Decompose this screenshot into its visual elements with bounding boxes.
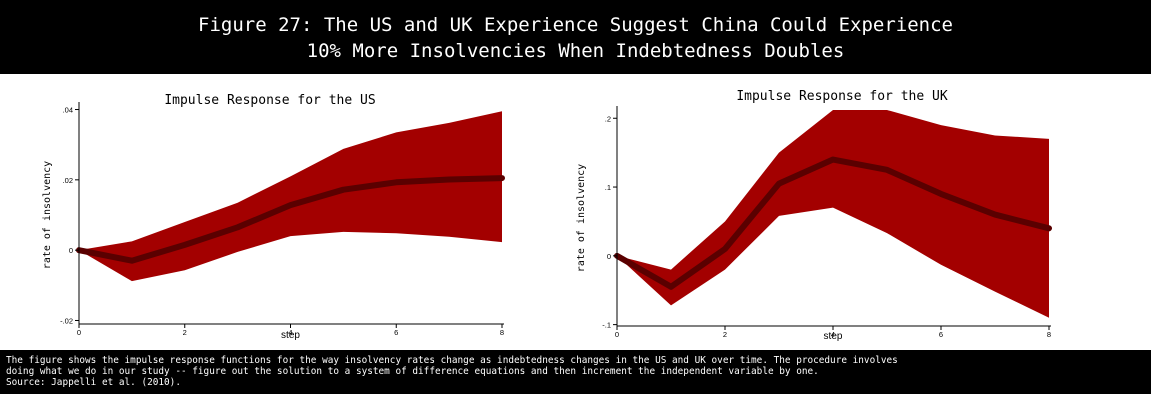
chart-title: Impulse Response for the US	[164, 93, 375, 108]
y-tick-label: -.02	[60, 316, 73, 325]
x-axis-label: step	[824, 331, 843, 342]
charts-area: -.02 0 .02 .04 0 2 4 6 8 Impulse Response for the…	[0, 74, 1151, 350]
x-tick-label: 4	[288, 328, 292, 337]
y-axis-label: rate of insolvency	[576, 164, 587, 272]
caption-source: Source: Jappelli et al. (2010).	[6, 377, 181, 388]
impulse-response-charts: -.02 0 .02 .04 0 2 4 6 8 Impulse Response for the…	[42, 89, 1052, 342]
y-tick-label: -.1	[602, 321, 611, 330]
confidence-band	[79, 111, 502, 282]
figure-title-line-2: 10% More Insolvencies When Indebtedness …	[306, 40, 845, 62]
y-tick-label: .04	[63, 106, 73, 115]
x-tick-label: 0	[77, 328, 81, 337]
x-tick-label: 6	[394, 328, 398, 337]
x-tick-label: 2	[723, 330, 727, 339]
x-axis-label: step	[281, 330, 300, 341]
x-tick-label: 0	[615, 330, 619, 339]
figure-header: Figure 27: The US and UK Experience Sugg…	[0, 0, 1151, 74]
y-tick-label: 0	[69, 246, 73, 255]
y-tick-label: .1	[605, 183, 611, 192]
chart-title: Impulse Response for the UK	[736, 89, 947, 104]
figure-title-line-1: Figure 27: The US and UK Experience Sugg…	[198, 14, 953, 36]
y-tick-label: 0	[607, 252, 611, 261]
x-tick-label: 2	[183, 328, 187, 337]
caption-line-1: The figure shows the impulse response fu…	[6, 355, 898, 366]
impulse-response-line	[614, 156, 1052, 290]
x-tick-label: 8	[1047, 330, 1051, 339]
confidence-band	[617, 110, 1049, 318]
chart-uk: -.1 0 .1 .2 0 2 4 6 8 Impulse Response for the UK…	[576, 89, 1052, 342]
figure-caption: The figure shows the impulse response fu…	[0, 350, 1151, 394]
y-axis-label: rate of insolvency	[42, 161, 53, 269]
chart-us: -.02 0 .02 .04 0 2 4 6 8 Impulse Response for the…	[42, 93, 505, 341]
x-tick-label: 6	[939, 330, 943, 339]
caption-line-2: doing what we do in our study -- figure …	[6, 366, 819, 377]
impulse-response-line	[76, 175, 505, 264]
y-tick-label: .2	[605, 114, 611, 123]
y-tick-label: .02	[63, 176, 73, 185]
x-tick-label: 4	[831, 330, 835, 339]
x-tick-label: 8	[500, 328, 504, 337]
